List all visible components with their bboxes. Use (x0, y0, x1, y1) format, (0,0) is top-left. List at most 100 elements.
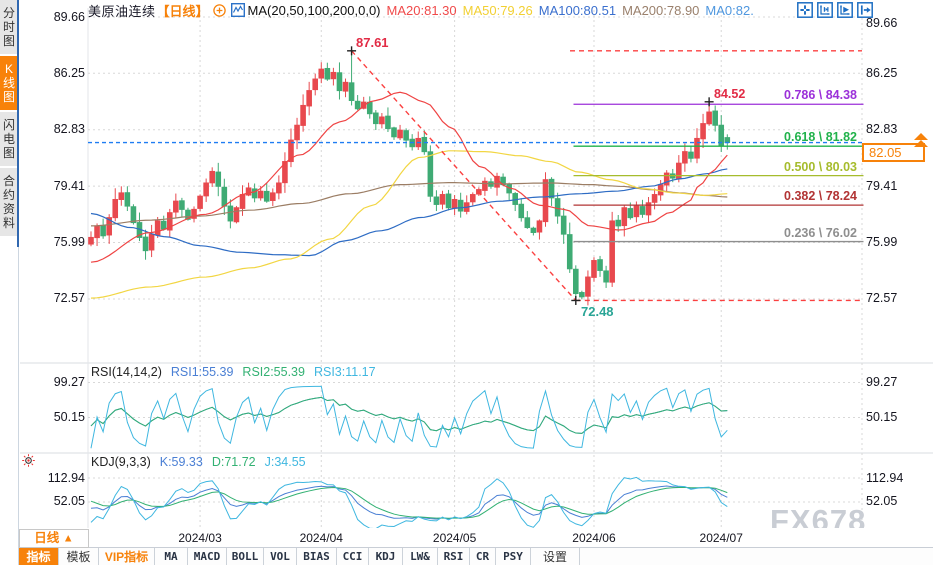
sidebar-item-lightning-chart[interactable]: 闪电图 (0, 112, 18, 166)
price-axis-label-right: 72.57 (866, 291, 898, 306)
window-tool-icons (797, 2, 873, 18)
toolbar-item-设置[interactable]: 设置 (531, 548, 580, 565)
fib-label: 0.786 \ 84.38 (784, 88, 857, 103)
kdj-k-value: K:59.33 (159, 455, 203, 469)
rsi-legend: RSI(14,14,2) RSI1:55.39 RSI2:55.39 RSI3:… (91, 365, 385, 379)
kdj-j-value: J:34.55 (264, 455, 306, 469)
kdj-legend: KDJ(9,3,3) K:59.33 D:71.72 J:34.55 (91, 455, 315, 469)
toolbar-item-CCI[interactable]: CCI (337, 548, 369, 565)
circle-plus-icon[interactable] (212, 3, 226, 17)
toolbar-item-BIAS[interactable]: BIAS (297, 548, 337, 565)
period-tab-daily[interactable]: 日线 ▲ (19, 529, 89, 548)
ma20-line (90, 91, 728, 263)
indicator-settings-sun-icon[interactable] (22, 454, 35, 472)
price-axis-label-right: 79.41 (866, 178, 898, 193)
axis-scale-left-icon[interactable] (817, 2, 833, 18)
axis-play-icon[interactable] (837, 2, 853, 18)
kdj-axis-label-right: 112.94 (866, 470, 904, 485)
toolbar-item-LW&[interactable]: LW& (403, 548, 438, 565)
price-axis-label-left: 72.57 (53, 291, 85, 306)
rsi-axis-label-right: 99.27 (866, 375, 898, 389)
kdj-d-value: D:71.72 (211, 455, 256, 469)
ma50-value: MA50:79.26 (462, 2, 533, 18)
current-price-value: 82.05 (869, 145, 902, 161)
kline-style-icon[interactable] (230, 3, 245, 17)
bottom-toolbar: 指标 模板 VIP指标 MA MACD BOLL VOL BIAS CCI KDJ LW& RSI CR… (19, 548, 933, 565)
price-axis-label-right: 86.25 (866, 65, 898, 80)
sidebar-item-time-chart[interactable]: 分时图 (0, 0, 18, 54)
rsi-axis-label-left: 50.15 (53, 409, 85, 424)
rsi-axis-label-right: 50.15 (866, 409, 898, 424)
price-axis-label-left: 89.66 (53, 9, 85, 24)
kdj-axis-label-left: 52.05 (53, 494, 85, 509)
toolbar-item-BOLL[interactable]: BOLL (227, 548, 264, 565)
rsi2-line (90, 396, 728, 434)
kdj-name: KDJ(9,3,3) (91, 455, 151, 469)
rsi-axis-label-left: 99.27 (53, 375, 85, 389)
kdj-d-line (90, 486, 728, 519)
rsi3-value: RSI3:11.17 (313, 365, 376, 379)
toolbar-item-模板[interactable]: 模板 (59, 548, 99, 565)
fib-label: 0.382 \ 78.24 (784, 189, 857, 204)
fib-label: 0.500 \ 80.03 (784, 159, 857, 174)
price-axis-label-left: 82.83 (53, 122, 85, 137)
rsi-name: RSI(14,14,2) (91, 365, 162, 379)
rsi3-line (90, 385, 728, 449)
kdj-axis-label-left: 112.94 (47, 470, 85, 485)
recent-high-annotation: 84.52 (714, 86, 746, 101)
period-tab-arrow-icon: ▲ (62, 532, 74, 545)
price-axis-label-right: 75.99 (866, 235, 898, 250)
sidebar-active-edge (17, 0, 19, 247)
toolbar-item-VIP指标[interactable]: VIP指标 (99, 548, 155, 565)
x-axis-label: 2024/03 (178, 531, 222, 545)
price-axis-label-right: 89.66 (866, 15, 898, 30)
rsi1-value: RSI1:55.39 (170, 365, 234, 379)
toolbar-item-CR[interactable]: CR (470, 548, 496, 565)
x-axis-label: 2024/06 (572, 531, 616, 545)
ma50-line (90, 150, 728, 299)
fib-anchor-low[interactable] (571, 295, 581, 305)
trough-price-annotation: 72.48 (581, 304, 614, 320)
current-price-box: 82.05 (862, 143, 925, 163)
ma0-value: MA0:82. (705, 2, 754, 18)
kdj-j-line (90, 476, 728, 530)
toolbar-item-MACD[interactable]: MACD (188, 548, 227, 565)
sidebar-item-contract-info[interactable]: 合约资料 (0, 168, 18, 236)
toolbar-item-RSI[interactable]: RSI (438, 548, 470, 565)
toolbar-item-KDJ[interactable]: KDJ (369, 548, 403, 565)
price-axis-label-left: 79.41 (53, 178, 85, 193)
candles-down (100, 52, 731, 301)
ma200-value: MA200:78.90 (622, 2, 700, 18)
x-axis-label: 2024/07 (699, 531, 743, 545)
x-axis-label: 2024/05 (432, 531, 477, 545)
recent-high-marker[interactable] (704, 97, 714, 107)
period-tag: 【日线】 (156, 3, 209, 19)
exit-right-icon[interactable] (857, 2, 873, 18)
toolbar-item-指标[interactable]: 指标 (19, 548, 59, 565)
fib-label: 0.618 \ 81.82 (784, 130, 857, 145)
price-axis-label-left: 86.25 (53, 65, 85, 80)
peak-price-annotation: 87.61 (356, 34, 389, 50)
toolbar-item-PSY[interactable]: PSY (496, 548, 531, 565)
kdj-axis-label-right: 52.05 (866, 494, 898, 509)
price-axis-label-right: 82.83 (866, 122, 898, 137)
toolbar-item-VOL[interactable]: VOL (264, 548, 297, 565)
kdj-k-line (90, 485, 728, 520)
candles-up (88, 62, 712, 306)
ma-settings: MA(20,50,100,200,0,0) (247, 2, 381, 18)
price-up-arrow-icon (914, 132, 928, 140)
toolbar-item-MA[interactable]: MA (155, 548, 188, 565)
ma100-line (90, 168, 728, 257)
ma20-value: MA20:81.30 (386, 2, 457, 18)
period-tab-label: 日线 (34, 531, 60, 545)
chart-legend: 美原油连续 【日线】 MA(20,50,100,200,0,0) MA20:81.… (88, 2, 754, 19)
pan-crosshair-icon[interactable] (797, 2, 813, 18)
price-up-arrow-icon (914, 139, 928, 147)
ma100-value: MA100:80.51 (538, 2, 617, 18)
fib-anchor-high[interactable] (347, 46, 357, 56)
x-axis-label: 2024/04 (299, 531, 343, 545)
